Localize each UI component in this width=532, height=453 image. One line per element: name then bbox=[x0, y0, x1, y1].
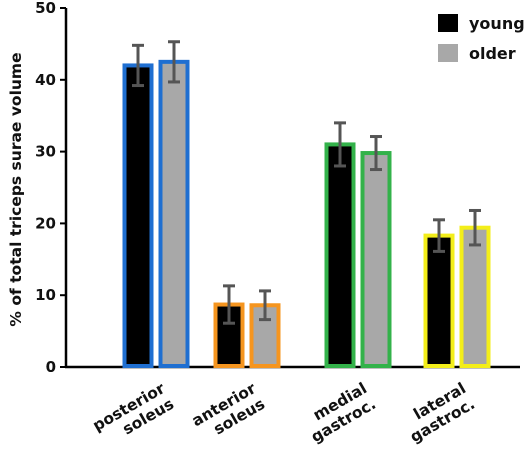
bar-older-0 bbox=[158, 59, 190, 368]
y-tick-label: 40 bbox=[35, 71, 56, 89]
bar-older-3 bbox=[459, 225, 491, 368]
legend-swatch-young bbox=[438, 14, 458, 32]
y-tick-label: 0 bbox=[46, 358, 56, 376]
legend-label-older: older bbox=[469, 44, 516, 63]
legend-label-young: young bbox=[469, 14, 525, 33]
bar-young-3 bbox=[423, 233, 455, 368]
bar-older-2 bbox=[360, 151, 392, 368]
y-tick-label: 10 bbox=[35, 286, 56, 304]
y-axis-title: % of total triceps surae volume bbox=[7, 52, 25, 326]
y-tick-label: 50 bbox=[35, 0, 56, 17]
bar-young-2 bbox=[324, 142, 356, 368]
bar-young-0 bbox=[122, 63, 154, 368]
y-tick-label: 30 bbox=[35, 143, 56, 161]
legend-swatch-older bbox=[438, 44, 458, 62]
y-tick-label: 20 bbox=[35, 214, 56, 232]
